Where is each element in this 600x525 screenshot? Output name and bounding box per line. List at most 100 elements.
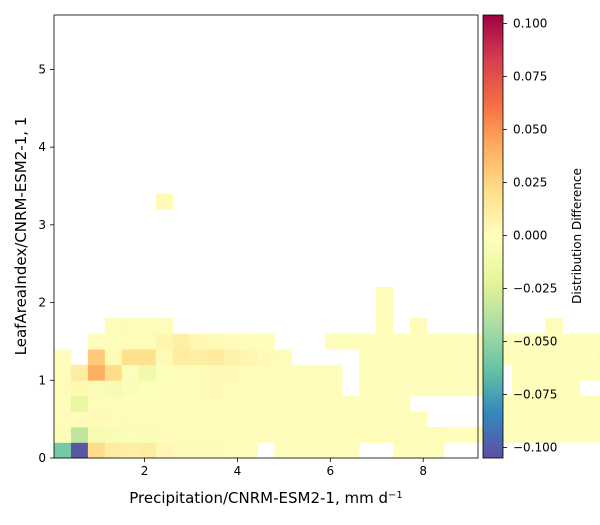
heatmap-cell <box>545 426 563 443</box>
heatmap-cell <box>426 333 445 350</box>
heatmap-cell <box>138 426 157 443</box>
heatmap-cell <box>426 442 445 459</box>
heatmap-cell <box>223 333 241 350</box>
heatmap-cell <box>138 395 157 412</box>
heatmap-cell <box>121 380 140 397</box>
heatmap-cell <box>104 411 123 428</box>
heatmap-cell <box>121 426 140 443</box>
heatmap-cell <box>223 442 241 459</box>
heatmap-cell <box>528 411 546 428</box>
x-tick-label: 4 <box>234 464 242 478</box>
heatmap-cell <box>87 442 106 459</box>
heatmap-cell <box>596 426 600 443</box>
x-tick-label: 8 <box>419 464 427 478</box>
heatmap-cell <box>155 380 174 397</box>
heatmap-cell <box>223 349 241 366</box>
heatmap-cell <box>325 411 343 428</box>
heatmap-cell <box>223 364 241 381</box>
heatmap-cell <box>206 426 224 443</box>
heatmap-cell <box>409 364 428 381</box>
heatmap-cell <box>308 395 326 412</box>
heatmap-cell <box>376 395 394 412</box>
heatmap-cell <box>359 395 377 412</box>
heatmap-cell <box>155 364 174 381</box>
heatmap-cell <box>121 411 140 428</box>
heatmap-cell <box>393 395 411 412</box>
heatmap-cell <box>545 380 563 397</box>
heatmap-cell <box>359 364 377 381</box>
heatmap-cell <box>579 426 597 443</box>
heatmap-cell <box>172 349 190 366</box>
heatmap-cell <box>155 426 174 443</box>
heatmap-cell <box>104 364 123 381</box>
colorbar-tick-label: 0.000 <box>513 228 547 242</box>
heatmap-cell <box>274 364 292 381</box>
heatmap-cell <box>562 380 580 397</box>
heatmap-cell <box>579 411 597 428</box>
colorbar-tick-label: 0.100 <box>513 16 547 30</box>
heatmap-cell <box>121 333 140 350</box>
x-tick-label: 6 <box>326 464 334 478</box>
heatmap-cell <box>274 442 292 459</box>
heatmap-cell <box>206 380 224 397</box>
heatmap-cell <box>189 426 207 443</box>
heatmap-cell <box>87 380 106 397</box>
heatmap-cell <box>596 349 600 366</box>
heatmap-cell <box>596 364 600 381</box>
heatmap-cell <box>274 395 292 412</box>
heatmap-cell <box>104 426 123 443</box>
heatmap-cell <box>172 426 190 443</box>
heatmap-cell <box>376 380 394 397</box>
heatmap-cell <box>172 395 190 412</box>
heatmap-cell <box>579 364 597 381</box>
heatmap-cell <box>189 349 207 366</box>
heatmap-cell <box>528 426 546 443</box>
heatmap-cell <box>426 380 445 397</box>
heatmap-cell <box>138 364 157 381</box>
heatmap-cell <box>545 333 563 350</box>
heatmap-cell <box>409 380 428 397</box>
heatmap-cell <box>579 333 597 350</box>
heatmap-cell <box>376 287 394 303</box>
x-tick-label: 2 <box>141 464 149 478</box>
heatmap-cell <box>291 411 309 428</box>
heatmap-cell <box>596 333 600 350</box>
colorbar-tick-label: 0.075 <box>513 69 547 83</box>
heatmap-cell <box>104 318 123 335</box>
heatmap-cell <box>511 333 530 350</box>
heatmap-cell <box>70 426 89 443</box>
heatmap-cell <box>54 442 72 459</box>
heatmap-cell <box>257 333 275 350</box>
colorbar-tick-label: −0.075 <box>513 387 557 401</box>
heatmap-cell <box>206 395 224 412</box>
heatmap-cell <box>274 411 292 428</box>
heatmap-cell <box>274 426 292 443</box>
heatmap-cell <box>596 395 600 412</box>
heatmap-cell <box>223 411 241 428</box>
heatmap-cell <box>189 380 207 397</box>
heatmap-cell <box>121 364 140 381</box>
heatmap-cell <box>87 349 106 366</box>
heatmap-cell <box>545 349 563 366</box>
colorbar-ticks: 0.100 0.075 0.050 0.025 0.000 −0.025 −0.050 −0.… <box>503 16 557 454</box>
heatmap-cell <box>426 426 445 443</box>
heatmap-cell <box>240 333 258 350</box>
heatmap-cell <box>545 411 563 428</box>
heatmap-cell <box>223 380 241 397</box>
heatmap-cell <box>562 364 580 381</box>
heatmap-cell <box>189 442 207 459</box>
heatmap-cell <box>155 193 174 210</box>
heatmap-cell <box>325 426 343 443</box>
heatmap-cell <box>342 426 360 443</box>
heatmap-cell <box>291 426 309 443</box>
heatmap-cell <box>206 411 224 428</box>
heatmap-cell <box>206 364 224 381</box>
heatmap-cell <box>359 349 377 366</box>
y-tick-label: 3 <box>38 218 46 232</box>
heatmap-cell <box>155 442 174 459</box>
heatmap-cell <box>342 411 360 428</box>
heatmap-cell <box>291 395 309 412</box>
heatmap-cell <box>274 349 292 366</box>
heatmap-cell <box>342 395 360 412</box>
heatmap-cell <box>240 364 258 381</box>
